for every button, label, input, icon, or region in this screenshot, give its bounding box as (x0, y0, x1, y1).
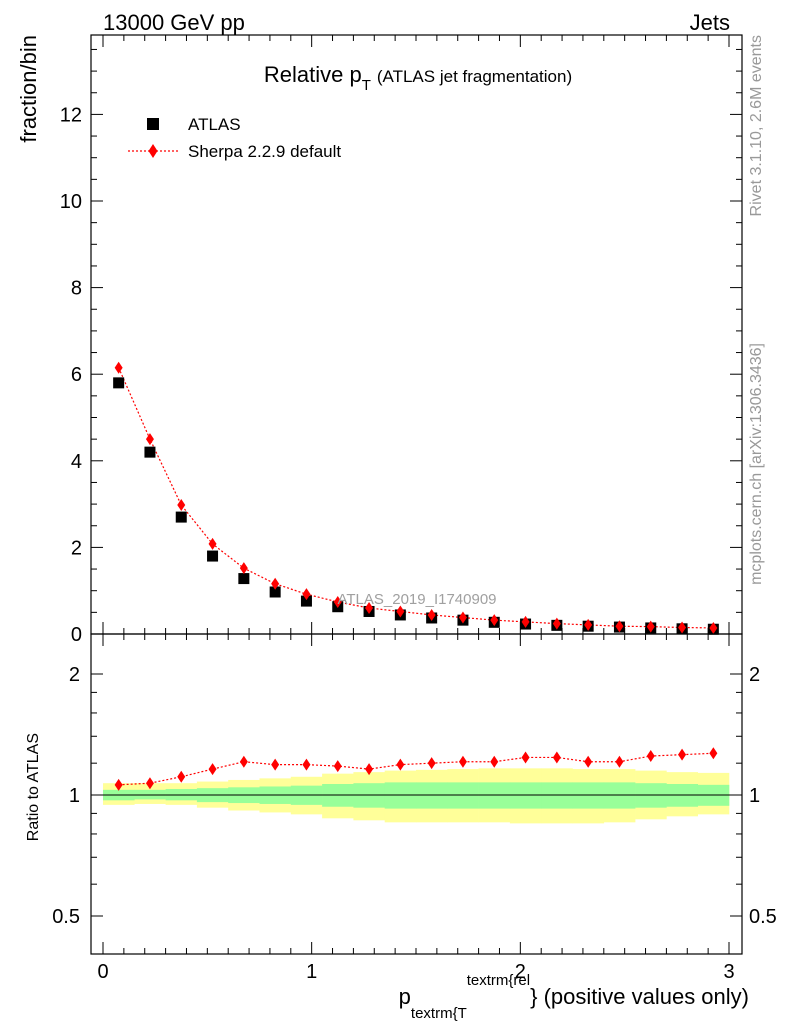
header-left: 13000 GeV pp (103, 10, 245, 35)
ratio-y-tick-label-right: 2 (749, 664, 760, 686)
sherpa-point (490, 614, 499, 627)
side-label-bottom: mcplots.cern.ch [arXiv:1306.3436] (748, 343, 765, 585)
x-tick-label: 2 (515, 961, 526, 983)
side-label-top: Rivet 3.1.10, 2.6M events (748, 35, 765, 216)
top-panel: 0 2 4 6 8 10 12 Relative pT (ATLAS jet fragment… (16, 34, 743, 646)
bottom-panel: 0.5 0.5 1 1 2 2 0 1 2 3 Ratio to ATLAS ptextrm{T… (25, 633, 777, 1022)
ratio-sherpa-point (521, 751, 530, 764)
ratio-sherpa-point (615, 755, 624, 768)
x-axis-label: ptextrm{Ttextrm{rel} (positive values on… (399, 972, 749, 1022)
ratio-sherpa-point (646, 750, 655, 763)
sherpa-point (396, 605, 405, 618)
x-tick-label: 0 (97, 961, 108, 983)
ratio-sherpa-line (118, 752, 714, 786)
sherpa-line (118, 367, 714, 629)
legend-atlas-marker (147, 118, 159, 130)
top-y-tick-label: 4 (71, 451, 82, 473)
sherpa-point (709, 621, 718, 634)
header-right: Jets (690, 10, 730, 35)
atlas-point (269, 586, 281, 598)
sherpa-point (427, 608, 436, 621)
sherpa-point (145, 433, 154, 446)
atlas-point (238, 573, 250, 585)
sherpa-point (646, 620, 655, 633)
ratio-sherpa-point (208, 763, 217, 776)
ratio-bands (103, 768, 730, 824)
atlas-point (175, 511, 187, 523)
sherpa-point (333, 595, 342, 608)
sherpa-point (584, 618, 593, 631)
ratio-sherpa-point (114, 778, 123, 791)
title-subscript: T (362, 77, 371, 94)
atlas-point (300, 595, 312, 607)
xlabel-subscript: textrm{T (411, 1005, 467, 1022)
ratio-sherpa-point (177, 770, 186, 783)
xlabel-main: p (399, 984, 411, 1009)
atlas-point (144, 446, 156, 458)
top-y-tick-label: 6 (71, 364, 82, 386)
legend: ATLAS Sherpa 2.2.9 default (128, 115, 341, 161)
top-plot-content (113, 361, 719, 635)
ratio-y-tick-label-left: 2 (69, 664, 80, 686)
ratio-sherpa-point (584, 755, 593, 768)
title-main: Relative p (264, 62, 362, 87)
ratio-sherpa-point (333, 760, 342, 773)
ratio-sherpa-point (490, 755, 499, 768)
atlas-point (207, 550, 219, 562)
sherpa-point (678, 621, 687, 634)
ratio-y-tick-label-right: 1 (749, 785, 760, 807)
legend-sherpa-marker (148, 144, 158, 158)
watermark: ATLAS_2019_I1740909 (337, 591, 496, 608)
sherpa-point (458, 611, 467, 624)
ratio-sherpa-point (458, 755, 467, 768)
ratio-sherpa-point (709, 747, 718, 760)
sherpa-point (521, 615, 530, 628)
sherpa-point (177, 498, 186, 511)
xlabel-tail: } (positive values only) (530, 984, 749, 1009)
sherpa-point (239, 562, 248, 575)
ratio-sherpa-point (678, 748, 687, 761)
top-y-tick-label: 8 (71, 278, 82, 300)
top-y-tick-label: 2 (71, 537, 82, 559)
bottom-y-ticks: 0.5 0.5 1 1 2 2 (52, 664, 777, 928)
ratio-sherpa-point (271, 758, 280, 771)
ratio-sherpa-point (427, 757, 436, 770)
ratio-y-tick-label-left: 0.5 (52, 906, 80, 928)
x-tick-label: 1 (306, 961, 317, 983)
ratio-sherpa-point (145, 777, 154, 790)
sherpa-point (552, 617, 561, 630)
ratio-y-tick-label-left: 1 (69, 785, 80, 807)
top-y-tick-label: 0 (71, 624, 82, 646)
sherpa-point (615, 620, 624, 633)
bottom-y-axis-label: Ratio to ATLAS (25, 733, 42, 841)
legend-atlas-label: ATLAS (188, 115, 241, 134)
ratio-y-tick-label-right: 0.5 (749, 906, 777, 928)
legend-sherpa-label: Sherpa 2.2.9 default (188, 142, 341, 161)
atlas-point (113, 377, 125, 389)
xlabel-superscript: textrm{rel (467, 972, 530, 989)
ratio-sherpa-point (396, 758, 405, 771)
title-extra: (ATLAS jet fragmentation) (377, 67, 572, 86)
top-y-tick-label: 10 (60, 191, 82, 213)
top-plot-title: Relative pT (ATLAS jet fragmentation) (264, 62, 572, 94)
top-y-ticks: 0 2 4 6 8 10 12 (60, 35, 742, 646)
top-y-axis-label: fraction/bin (16, 35, 41, 143)
ratio-sherpa-point (302, 758, 311, 771)
ratio-content (114, 747, 718, 791)
top-y-tick-label: 12 (60, 104, 82, 126)
sherpa-point (365, 602, 374, 615)
ratio-sherpa-point (552, 751, 561, 764)
ratio-sherpa-point (365, 763, 374, 776)
sherpa-point (302, 588, 311, 601)
sherpa-point (208, 537, 217, 550)
sherpa-point (114, 361, 123, 374)
x-ticks: 0 1 2 3 (97, 634, 735, 983)
sherpa-point (271, 577, 280, 590)
x-tick-label: 3 (723, 961, 734, 983)
ratio-sherpa-point (239, 755, 248, 768)
